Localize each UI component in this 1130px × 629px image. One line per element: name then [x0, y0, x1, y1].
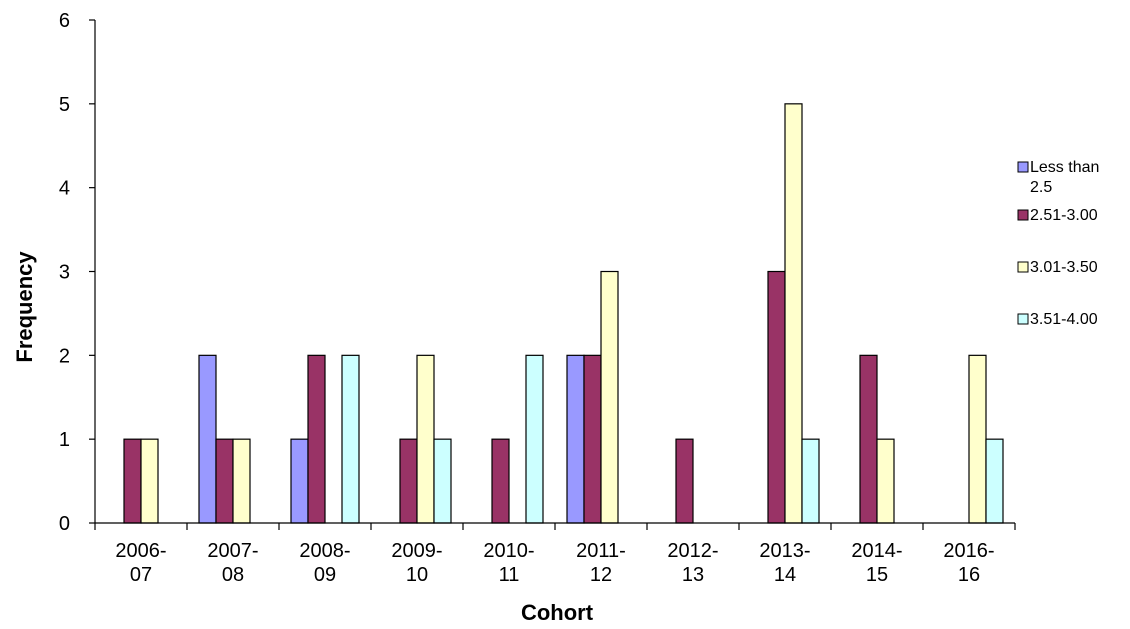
y-tick-label: 4	[59, 178, 70, 200]
legend-swatch-2	[1017, 261, 1029, 273]
axes-group	[89, 19, 1016, 530]
y-tick-label: 1	[59, 429, 70, 451]
y-axis-title: Frequency	[12, 251, 37, 363]
bar-1-series-0	[198, 354, 217, 524]
x-tick-label: 2009-10	[391, 540, 442, 586]
bar-3-series-2	[416, 354, 435, 524]
bar-2-series-3	[341, 354, 360, 524]
bar-7-series-2	[784, 103, 803, 524]
bar-1-series-1	[215, 438, 234, 524]
legend-label-0: Less than 2.5	[1030, 159, 1099, 196]
x-tick-label: 2016-16	[943, 540, 994, 586]
x-tick-label: 2013-14	[759, 540, 810, 586]
y-tick-label: 2	[59, 345, 70, 367]
x-tick-label: 2007-08	[207, 540, 258, 586]
legend-label-2: 3.01-3.50	[1030, 259, 1098, 276]
x-axis-title: Cohort	[521, 600, 594, 625]
x-tick-label: 2008-09	[299, 540, 350, 586]
bar-1-series-2	[232, 438, 251, 524]
x-tick-label: 2006-07	[115, 540, 166, 586]
bar-2-series-1	[307, 354, 326, 524]
legend-swatch-0	[1017, 161, 1029, 173]
bar-4-series-3	[525, 354, 544, 524]
bar-9-series-3	[985, 438, 1004, 524]
bar-4-series-1	[491, 438, 510, 524]
legend-swatch-3	[1017, 313, 1029, 325]
bar-3-series-3	[433, 438, 452, 524]
y-tick-label: 5	[59, 94, 70, 116]
x-tick-label: 2011-12	[576, 540, 626, 586]
x-tick-label: 2010-11	[483, 540, 534, 586]
legend-swatch-1	[1017, 209, 1029, 221]
bar-5-series-1	[583, 354, 602, 524]
x-tick-label: 2014-15	[851, 540, 902, 586]
bar-0-series-1	[123, 438, 142, 524]
legend-label-3: 3.51-4.00	[1030, 311, 1098, 328]
tick-labels-group: 0 1 2 3 4 5 6 2006-07 2007-08 2008-09 2009-10 2010-…	[59, 10, 995, 586]
bar-7-series-1	[767, 270, 786, 524]
bars-group	[123, 103, 1004, 524]
bar-0-series-2	[140, 438, 159, 524]
bar-5-series-2	[600, 270, 619, 524]
bar-6-series-1	[675, 438, 694, 524]
bar-8-series-1	[859, 354, 878, 524]
bar-8-series-2	[876, 438, 895, 524]
legend: Less than 2.5 2.51-3.00 3.01-3.50 3.51-4.00	[1017, 159, 1099, 328]
x-tick-label: 2012-13	[667, 540, 718, 586]
y-tick-label: 3	[59, 262, 70, 284]
bar-9-series-2	[968, 354, 987, 524]
bar-7-series-3	[801, 438, 820, 524]
y-tick-label: 6	[59, 10, 70, 32]
bar-3-series-1	[399, 438, 418, 524]
y-tick-label: 0	[59, 513, 70, 535]
bar-2-series-0	[290, 438, 309, 524]
bar-5-series-0	[566, 354, 585, 524]
legend-label-1: 2.51-3.00	[1030, 207, 1098, 224]
